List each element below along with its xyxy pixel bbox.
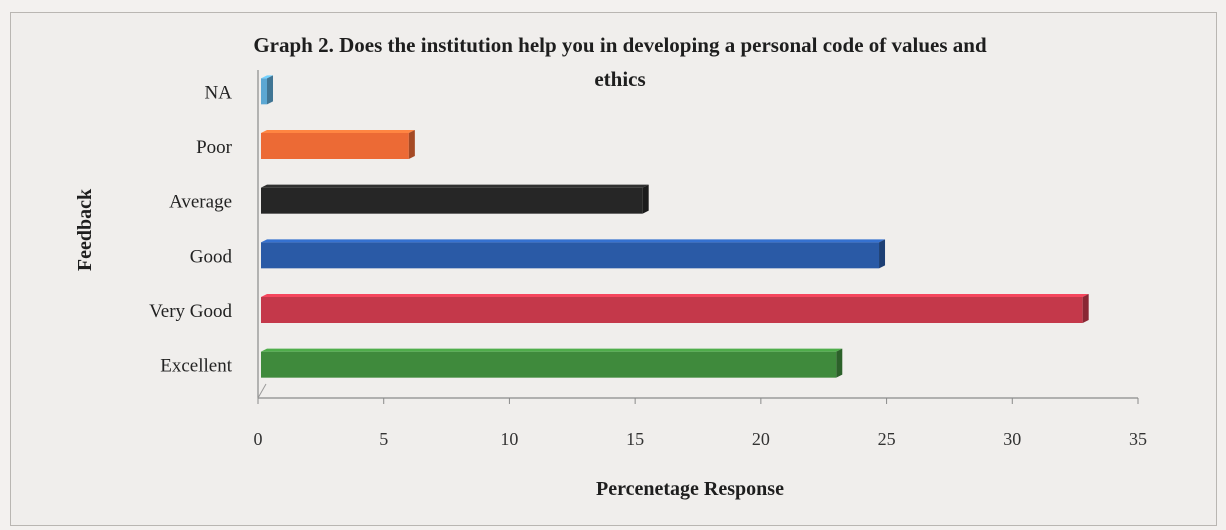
bar — [261, 351, 837, 378]
chart-title-line1: Graph 2. Does the institution help you i… — [253, 33, 987, 57]
bar-top-face — [261, 75, 273, 79]
category-label: Good — [190, 246, 233, 267]
bar — [261, 78, 267, 105]
bar-top-face — [261, 294, 1089, 297]
bar-end-face — [1082, 294, 1089, 323]
x-tick-label: 0 — [254, 429, 263, 449]
x-tick-label: 5 — [379, 429, 388, 449]
bar-end-face — [836, 348, 843, 378]
category-label: NA — [205, 82, 233, 103]
category-label: Excellent — [160, 356, 232, 377]
bar-end-face — [879, 239, 886, 269]
x-tick-label: 20 — [752, 429, 770, 449]
bar-end-face — [408, 130, 415, 159]
x-tick-label: 35 — [1129, 429, 1147, 449]
bar-top-face — [261, 348, 843, 352]
chart-title-line2: ethics — [594, 67, 645, 91]
bar — [261, 297, 1083, 323]
bar-top-face — [261, 184, 649, 188]
category-label: Very Good — [149, 301, 232, 322]
x-tick-label: 10 — [500, 429, 518, 449]
x-tick-label: 15 — [626, 429, 644, 449]
chart-frame — [10, 12, 1217, 526]
bar — [261, 187, 643, 214]
bar-end-face — [642, 184, 649, 214]
x-tick-label: 30 — [1003, 429, 1021, 449]
bar-end-face — [267, 75, 273, 105]
bar-top-face — [261, 239, 886, 243]
category-label: Poor — [196, 137, 233, 158]
x-axis-title: Percenetage Response — [596, 478, 784, 500]
bar-top-face — [261, 130, 415, 133]
x-tick-label: 25 — [878, 429, 896, 449]
axis-depth-line — [257, 383, 267, 399]
bar — [261, 242, 880, 269]
y-axis-title: Feedback — [74, 188, 96, 271]
bar — [261, 133, 409, 159]
category-label: Average — [169, 192, 232, 213]
